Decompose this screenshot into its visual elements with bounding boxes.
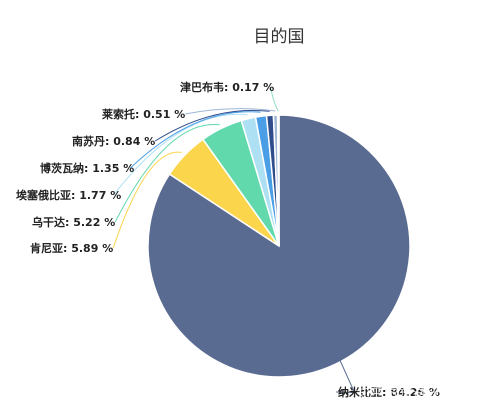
- leader-line-3: [114, 124, 220, 223]
- chart-title: 目的国: [254, 27, 305, 47]
- slice-label-8: 津巴布韦: 0.17 %: [180, 80, 274, 94]
- watermark: 知乎 @旅游行业资讯: [357, 386, 478, 402]
- slice-label-1: 纳米比亚: 84.26 %: [338, 385, 440, 399]
- leader-line-5: [130, 111, 261, 169]
- leader-line-1: [335, 352, 356, 394]
- pie-slice-8[interactable]: [276, 114, 280, 247]
- slice-label-2: 肯尼亚: 5.89 %: [30, 241, 113, 255]
- leader-line-8: [269, 86, 279, 112]
- slice-label-4: 埃塞俄比亚: 1.77 %: [16, 188, 121, 202]
- slice-label-6: 南苏丹: 0.84 %: [72, 134, 155, 148]
- slice-label-3: 乌干达: 5.22 %: [32, 215, 115, 229]
- pie-slice-1[interactable]: [147, 114, 411, 378]
- leader-line-6: [154, 109, 270, 142]
- leader-line-4: [113, 113, 248, 196]
- slice-label-5: 博茨瓦纳: 1.35 %: [40, 161, 134, 175]
- slice-label-7: 莱索托: 0.51 %: [102, 107, 185, 121]
- leader-line-7: [185, 108, 276, 115]
- leader-line-2: [112, 151, 182, 249]
